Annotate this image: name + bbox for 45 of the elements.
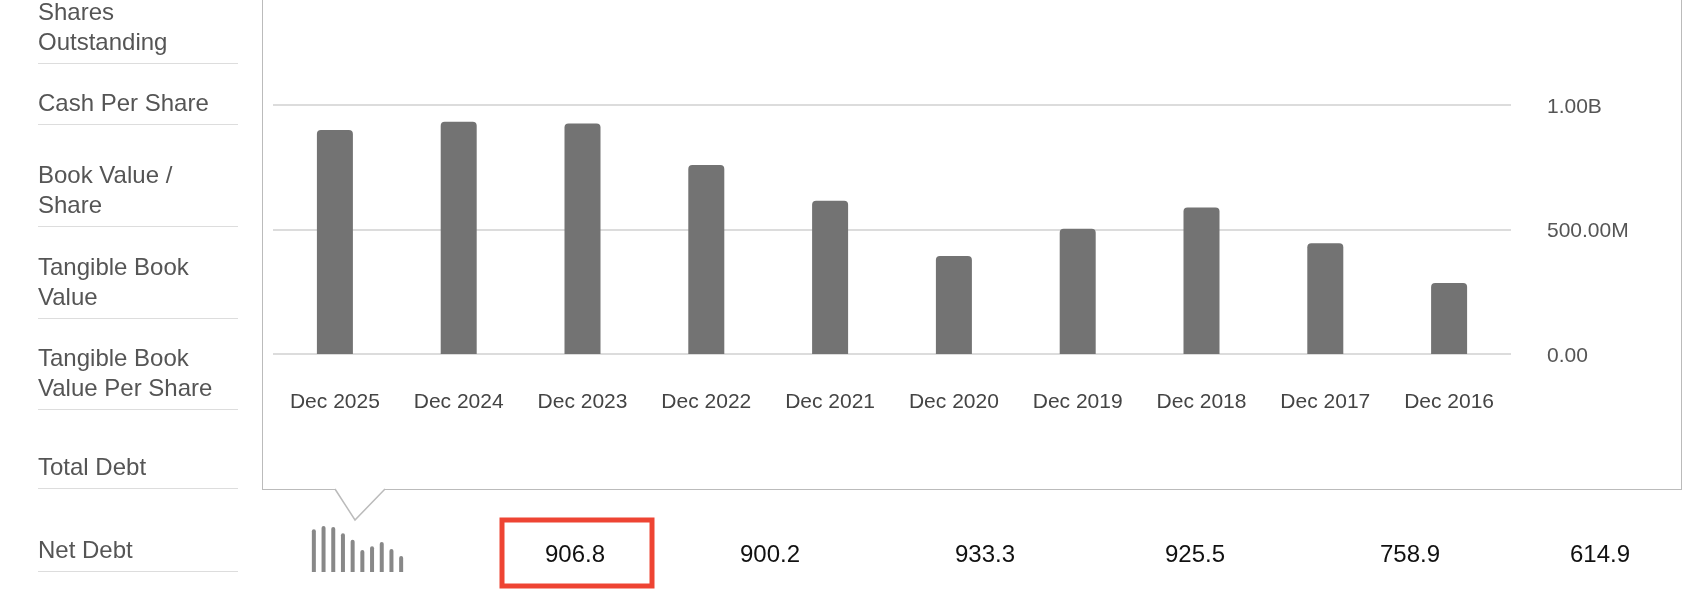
bar (379, 542, 384, 572)
x-tick-label: Dec 2021 (785, 389, 876, 412)
bar (812, 200, 849, 354)
x-tick-label: Dec 2017 (1280, 389, 1371, 412)
text: 933.3 (954, 540, 1016, 568)
text: 900.2 (739, 540, 801, 568)
x-tick-label: Dec 2024 (413, 389, 504, 412)
x-tick-label: Dec 2019 (1032, 389, 1123, 412)
category-label: Tangible Book Value (38, 251, 238, 319)
bar (1307, 243, 1344, 354)
bar (316, 129, 353, 354)
bar (360, 549, 365, 572)
x-tick-label: Dec 2023 (537, 389, 628, 412)
text: 906.8 (544, 540, 606, 568)
bar (688, 165, 725, 354)
text: 758.9 (1379, 540, 1441, 568)
bar (935, 255, 972, 354)
bar (331, 526, 336, 572)
y-tick-label: 500.00M (1547, 218, 1629, 241)
y-tick-label: 0.00 (1547, 342, 1588, 366)
text: 925.5 (1164, 540, 1226, 568)
bar (389, 549, 394, 572)
bar (1431, 283, 1468, 354)
bar (340, 533, 345, 572)
category-label: Tangible Book Value Per Share (38, 342, 238, 410)
bar (321, 526, 326, 572)
bar (1183, 207, 1220, 354)
category-label: Shares Outstanding (38, 0, 238, 64)
category-label: Total Debt (38, 451, 238, 489)
bar (1059, 228, 1096, 354)
x-tick-label: Dec 2020 (908, 389, 999, 412)
category-label: Book Value / Share (38, 159, 238, 227)
x-tick-label: Dec 2025 (289, 389, 380, 412)
x-tick-label: Dec 2016 (1404, 389, 1495, 412)
bar (564, 123, 601, 354)
y-tick-label: 1.00B (1547, 93, 1602, 117)
category-label: Net Debt (38, 534, 238, 572)
x-tick-label: Dec 2018 (1156, 389, 1247, 412)
x-tick-label: Dec 2022 (661, 389, 752, 412)
bar (440, 121, 477, 354)
category-label: Cash Per Share (38, 87, 238, 125)
bar (370, 546, 375, 572)
bar (350, 539, 355, 572)
text: 614.9 (1569, 540, 1631, 568)
bar (311, 529, 316, 572)
